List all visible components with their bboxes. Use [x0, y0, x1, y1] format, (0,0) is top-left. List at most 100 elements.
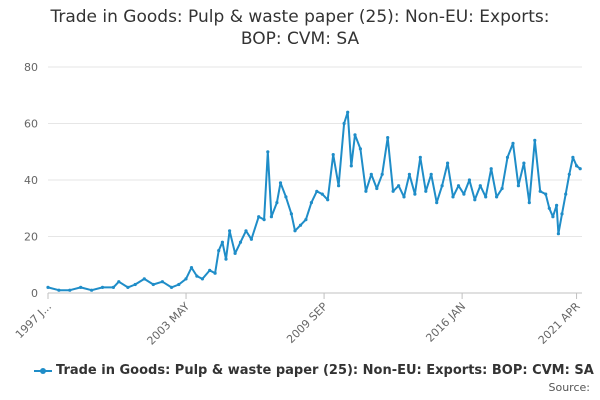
data-point[interactable]: [126, 285, 130, 289]
data-point[interactable]: [217, 249, 221, 253]
data-point[interactable]: [151, 282, 155, 287]
data-point[interactable]: [555, 203, 559, 207]
data-point[interactable]: [364, 189, 368, 193]
data-point[interactable]: [418, 155, 422, 159]
data-point[interactable]: [233, 251, 237, 255]
data-point[interactable]: [424, 189, 428, 193]
data-point[interactable]: [451, 195, 455, 199]
data-point[interactable]: [560, 212, 564, 216]
data-point[interactable]: [511, 141, 515, 145]
data-point[interactable]: [169, 285, 174, 289]
data-point[interactable]: [544, 192, 548, 196]
data-point[interactable]: [249, 237, 253, 241]
data-point[interactable]: [320, 192, 324, 196]
data-point[interactable]: [564, 192, 568, 196]
data-point[interactable]: [79, 285, 83, 289]
data-point[interactable]: [184, 277, 188, 281]
data-point[interactable]: [353, 133, 357, 137]
data-point[interactable]: [380, 172, 384, 176]
data-point[interactable]: [90, 288, 94, 292]
data-point[interactable]: [309, 201, 313, 205]
data-point[interactable]: [284, 195, 288, 199]
data-point[interactable]: [391, 189, 395, 193]
data-point[interactable]: [293, 229, 297, 233]
data-point[interactable]: [266, 150, 270, 154]
data-point[interactable]: [397, 184, 401, 188]
data-point[interactable]: [57, 288, 61, 292]
data-point[interactable]: [100, 285, 105, 289]
data-point[interactable]: [189, 266, 194, 270]
data-point[interactable]: [440, 184, 444, 188]
data-point[interactable]: [467, 178, 471, 182]
data-point[interactable]: [500, 186, 504, 191]
data-point[interactable]: [244, 229, 248, 233]
data-point[interactable]: [304, 218, 308, 222]
data-point[interactable]: [228, 229, 232, 233]
data-point[interactable]: [522, 161, 526, 165]
data-point[interactable]: [315, 189, 319, 193]
data-point[interactable]: [337, 184, 341, 188]
data-point[interactable]: [68, 288, 72, 292]
data-point[interactable]: [489, 167, 493, 171]
data-point[interactable]: [349, 164, 353, 168]
data-point[interactable]: [407, 172, 411, 176]
data-point[interactable]: [446, 161, 450, 165]
data-point[interactable]: [133, 282, 137, 287]
data-point[interactable]: [567, 172, 571, 176]
data-point[interactable]: [413, 192, 417, 196]
y-tick-label: 20: [24, 231, 38, 244]
data-point[interactable]: [257, 215, 261, 219]
data-point[interactable]: [111, 285, 115, 289]
data-point[interactable]: [275, 201, 279, 205]
data-point[interactable]: [435, 201, 439, 205]
data-point[interactable]: [456, 184, 461, 188]
data-point[interactable]: [516, 184, 521, 188]
legend[interactable]: Trade in Goods: Pulp & waste paper (25):…: [34, 363, 594, 378]
data-point[interactable]: [386, 136, 390, 140]
data-point[interactable]: [278, 181, 283, 185]
data-point[interactable]: [208, 268, 212, 272]
data-point[interactable]: [538, 189, 542, 193]
data-point[interactable]: [402, 195, 406, 199]
data-point[interactable]: [484, 195, 488, 199]
data-point[interactable]: [117, 280, 121, 284]
data-point[interactable]: [429, 172, 433, 176]
data-point[interactable]: [200, 277, 204, 281]
y-tick-label: 40: [24, 174, 38, 187]
data-point[interactable]: [505, 155, 510, 159]
data-point[interactable]: [342, 121, 346, 126]
data-point[interactable]: [195, 274, 199, 278]
data-point[interactable]: [478, 184, 482, 188]
data-point[interactable]: [213, 271, 217, 275]
data-point[interactable]: [547, 206, 551, 210]
data-point[interactable]: [262, 218, 266, 222]
data-point[interactable]: [578, 167, 582, 171]
data-point[interactable]: [220, 240, 224, 244]
data-point[interactable]: [238, 240, 243, 244]
data-point[interactable]: [269, 215, 273, 219]
data-point[interactable]: [473, 198, 477, 202]
data-point[interactable]: [346, 110, 350, 114]
data-point[interactable]: [533, 138, 537, 142]
data-point[interactable]: [298, 223, 303, 227]
data-point[interactable]: [142, 277, 146, 281]
data-point[interactable]: [375, 186, 379, 191]
data-point[interactable]: [358, 147, 362, 151]
data-point[interactable]: [160, 280, 164, 284]
data-point[interactable]: [177, 282, 181, 287]
data-point[interactable]: [369, 172, 373, 176]
data-point[interactable]: [326, 198, 330, 202]
data-point[interactable]: [224, 257, 228, 261]
data-point[interactable]: [571, 155, 575, 159]
data-point[interactable]: [289, 212, 293, 216]
data-point[interactable]: [551, 215, 555, 219]
credits[interactable]: Source:: [548, 381, 591, 394]
data-point[interactable]: [331, 153, 335, 157]
data-point[interactable]: [495, 195, 499, 199]
series-line: [47, 111, 581, 292]
data-point[interactable]: [575, 164, 579, 168]
data-point[interactable]: [46, 285, 50, 289]
data-point[interactable]: [556, 232, 561, 236]
data-point[interactable]: [527, 201, 531, 205]
data-point[interactable]: [462, 192, 466, 196]
